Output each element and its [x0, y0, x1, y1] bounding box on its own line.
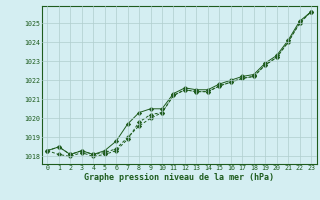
X-axis label: Graphe pression niveau de la mer (hPa): Graphe pression niveau de la mer (hPa)	[84, 173, 274, 182]
